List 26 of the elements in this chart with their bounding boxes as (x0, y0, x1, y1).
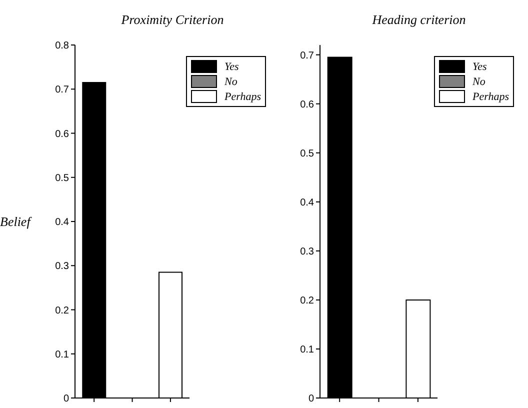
legend-label: Perhaps (472, 90, 509, 102)
legend-label: Yes (224, 60, 239, 72)
y-tick-label: 0.1 (55, 349, 70, 360)
y-tick-label: 0.5 (55, 172, 70, 184)
y-tick-label: 0.3 (55, 261, 70, 272)
legend-label: Perhaps (224, 90, 261, 102)
y-tick-label: 0 (308, 394, 314, 405)
y-tick-label: 0.7 (55, 84, 70, 96)
y-tick-label: 0.5 (300, 148, 314, 160)
y-tick-label: 0.4 (55, 217, 70, 228)
y-tick-label: 0.8 (55, 40, 70, 52)
y-tick-label: 0.4 (300, 197, 314, 208)
legend-label: No (224, 76, 238, 88)
chart-title: Proximity Criterion (120, 12, 225, 28)
legend-label: No (472, 76, 486, 88)
y-tick-label: 0.6 (300, 99, 314, 110)
y-tick-label: 0.1 (300, 344, 314, 356)
y-axis-title: Belief (0, 214, 33, 230)
y-tick-label: 0.2 (300, 295, 314, 306)
chart-title: Heading criterion (371, 12, 467, 28)
y-tick-label: 0.6 (55, 128, 70, 140)
y-tick-label: 0.7 (300, 50, 314, 62)
y-tick-label: 0 (63, 394, 70, 405)
y-tick-label: 0.2 (55, 305, 70, 316)
legend-label: Yes (472, 60, 487, 72)
y-tick-label: 0.3 (300, 246, 314, 258)
